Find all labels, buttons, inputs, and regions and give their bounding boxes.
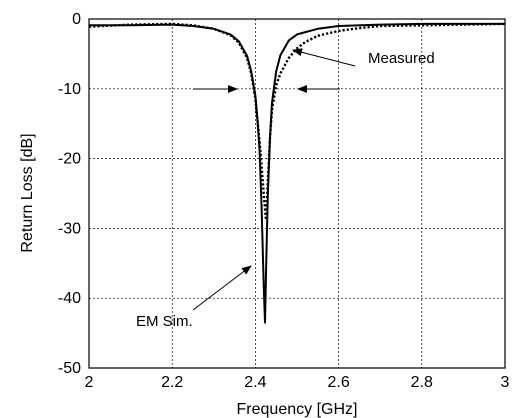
- x-tick-label: 2.4: [244, 374, 266, 391]
- x-tick-label: 2.8: [411, 374, 433, 391]
- series-em-sim-line: [89, 22, 505, 324]
- x-tick-label: 2.6: [327, 374, 349, 391]
- y-axis-label: Return Loss [dB]: [19, 133, 36, 252]
- x-tick-label: 2: [85, 374, 94, 391]
- y-tick-label: -20: [58, 151, 81, 168]
- series-layer: [88, 22, 506, 324]
- measured-annotation-arrow: [292, 48, 356, 67]
- measured-annotation-label: Measured: [368, 50, 435, 67]
- x-tick-label: 3: [501, 374, 510, 391]
- y-tick-label: -30: [58, 220, 81, 237]
- y-tick-label: -40: [58, 290, 81, 307]
- plot-frame: [88, 18, 506, 369]
- em-sim-annotation-label: EM Sim.: [136, 313, 193, 330]
- x-axis-label: Frequency [GHz]: [237, 401, 358, 418]
- x-tick-label: 2.2: [161, 374, 183, 391]
- y-tick-label: 0: [72, 11, 81, 28]
- y-tick-label: -50: [58, 360, 81, 377]
- x-tick-labels: 2 2.2 2.4 2.6 2.8 3: [85, 374, 510, 391]
- y-tick-labels: 0 -10 -20 -30 -40 -50: [58, 11, 81, 377]
- series-measured-line: [88, 22, 506, 220]
- em-sim-annotation-arrow: [192, 265, 252, 311]
- y-tick-label: -10: [58, 81, 81, 98]
